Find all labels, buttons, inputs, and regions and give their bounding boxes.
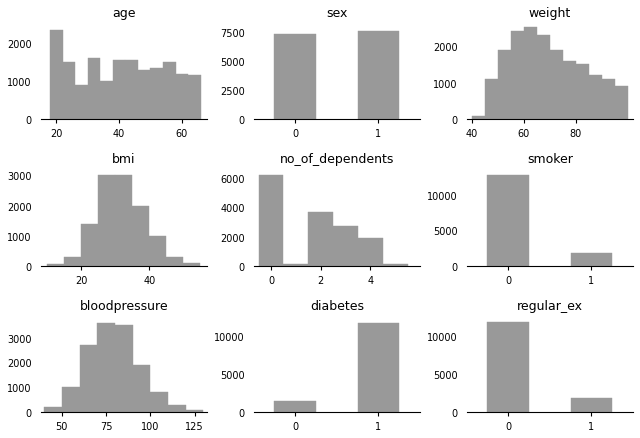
Bar [576, 65, 589, 120]
Bar [472, 117, 485, 120]
Title: bloodpressure: bloodpressure [79, 299, 168, 312]
Bar [498, 50, 511, 120]
Bar [150, 392, 168, 412]
Bar [615, 87, 628, 120]
Bar [358, 32, 399, 120]
Bar [132, 206, 149, 266]
Bar [100, 82, 113, 120]
Title: sex: sex [326, 7, 348, 20]
Bar [571, 399, 612, 412]
Bar [150, 69, 163, 120]
Bar [186, 410, 204, 412]
Bar [168, 405, 186, 412]
Bar [537, 36, 550, 120]
Title: weight: weight [529, 7, 571, 20]
Bar [188, 76, 201, 120]
Bar [358, 238, 383, 266]
Bar [62, 387, 79, 412]
Bar [97, 323, 115, 412]
Bar [589, 76, 602, 120]
Bar [333, 227, 358, 266]
Bar [75, 86, 88, 120]
Bar [308, 212, 333, 266]
Bar [571, 253, 612, 266]
Bar [63, 63, 75, 120]
Bar [99, 176, 115, 266]
Bar [132, 365, 150, 412]
Title: no_of_dependents: no_of_dependents [280, 153, 394, 166]
Title: regular_ex: regular_ex [517, 299, 583, 312]
Bar [524, 28, 537, 120]
Bar [488, 176, 529, 266]
Bar [488, 322, 529, 412]
Bar [113, 61, 125, 120]
Bar [163, 63, 175, 120]
Bar [88, 59, 100, 120]
Bar [175, 74, 188, 120]
Bar [284, 265, 308, 266]
Bar [275, 35, 316, 120]
Bar [383, 264, 408, 266]
Title: bmi: bmi [112, 153, 136, 166]
Bar [166, 257, 183, 266]
Bar [138, 71, 150, 120]
Bar [183, 263, 200, 266]
Bar [511, 32, 524, 120]
Bar [485, 80, 498, 120]
Bar [149, 236, 166, 266]
Bar [65, 257, 81, 266]
Bar [358, 323, 399, 412]
Bar [115, 325, 132, 412]
Bar [81, 224, 99, 266]
Bar [259, 176, 284, 266]
Bar [47, 265, 65, 266]
Bar [79, 345, 97, 412]
Bar [275, 401, 316, 412]
Title: smoker: smoker [527, 153, 573, 166]
Bar [50, 31, 63, 120]
Title: age: age [112, 7, 136, 20]
Title: diabetes: diabetes [310, 299, 364, 312]
Bar [115, 176, 132, 266]
Bar [563, 61, 576, 120]
Bar [125, 61, 138, 120]
Bar [550, 50, 563, 120]
Bar [602, 80, 615, 120]
Bar [44, 407, 62, 412]
